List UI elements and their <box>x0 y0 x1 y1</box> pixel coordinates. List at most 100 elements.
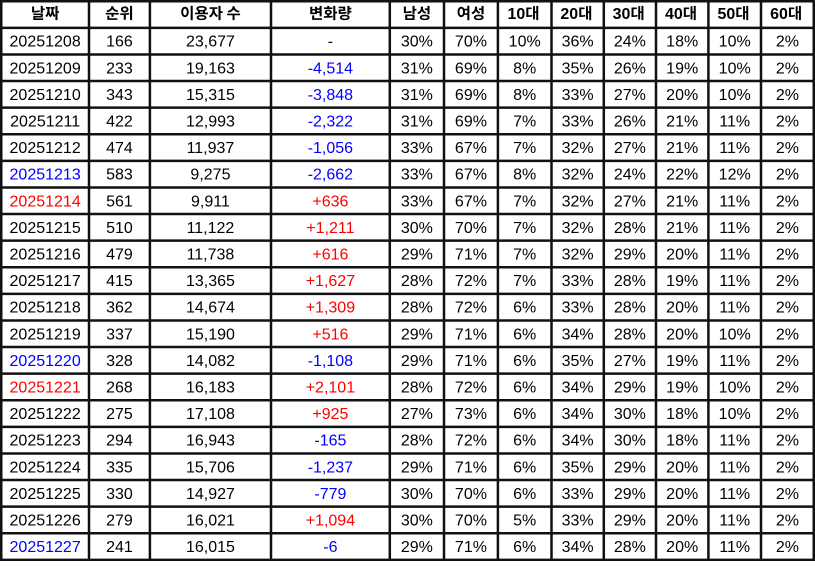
svg-text:20251221: 20251221 <box>10 380 81 397</box>
svg-text:70%: 70% <box>455 513 487 530</box>
svg-text:15,315: 15,315 <box>186 87 235 104</box>
svg-text:29%: 29% <box>614 247 646 264</box>
svg-text:29%: 29% <box>401 247 433 264</box>
svg-text:60: 60 <box>770 6 788 23</box>
svg-text:71%: 71% <box>455 539 487 556</box>
svg-text:20251227: 20251227 <box>10 539 81 556</box>
svg-text:18%: 18% <box>666 406 698 423</box>
svg-text:21%: 21% <box>666 140 698 157</box>
svg-text:6%: 6% <box>513 539 536 556</box>
svg-text:335: 335 <box>106 459 133 476</box>
svg-text:-: - <box>328 34 333 51</box>
svg-text:30%: 30% <box>614 433 646 450</box>
svg-text:71%: 71% <box>455 247 487 264</box>
svg-text:11%: 11% <box>719 300 750 317</box>
svg-text:20251219: 20251219 <box>10 326 81 343</box>
svg-text:29%: 29% <box>614 459 646 476</box>
svg-text:30%: 30% <box>614 406 646 423</box>
svg-text:29%: 29% <box>614 486 646 503</box>
svg-text:241: 241 <box>106 539 133 556</box>
svg-text:70%: 70% <box>455 486 487 503</box>
svg-text:6%: 6% <box>513 353 536 370</box>
svg-text:16,015: 16,015 <box>186 539 235 556</box>
svg-text:9,275: 9,275 <box>190 167 230 184</box>
svg-text:34%: 34% <box>562 406 594 423</box>
svg-text:7%: 7% <box>513 273 536 290</box>
svg-text:+616: +616 <box>312 247 348 264</box>
svg-text:32%: 32% <box>562 220 594 237</box>
svg-text:-2,322: -2,322 <box>308 114 353 131</box>
svg-text:20251215: 20251215 <box>10 220 81 237</box>
svg-text:21%: 21% <box>666 114 698 131</box>
svg-text:20%: 20% <box>666 513 698 530</box>
svg-text:20251211: 20251211 <box>10 114 80 131</box>
svg-text:20251210: 20251210 <box>10 87 81 104</box>
svg-text:510: 510 <box>106 220 133 237</box>
svg-text:2%: 2% <box>776 60 799 77</box>
svg-text:33%: 33% <box>562 87 594 104</box>
svg-text:33%: 33% <box>401 167 433 184</box>
svg-text:8%: 8% <box>513 167 536 184</box>
svg-text:33%: 33% <box>562 513 594 530</box>
svg-text:+1,309: +1,309 <box>306 300 355 317</box>
svg-text:8%: 8% <box>513 60 536 77</box>
svg-text:20%: 20% <box>666 486 698 503</box>
svg-text:6%: 6% <box>513 326 536 343</box>
svg-text:11%: 11% <box>719 353 750 370</box>
svg-text:72%: 72% <box>455 380 487 397</box>
svg-text:29%: 29% <box>401 459 433 476</box>
svg-text:6%: 6% <box>513 300 536 317</box>
svg-text:11%: 11% <box>719 247 750 264</box>
svg-text:20: 20 <box>560 6 578 23</box>
svg-text:70%: 70% <box>455 220 487 237</box>
svg-text:11,937: 11,937 <box>187 140 235 157</box>
svg-text:72%: 72% <box>455 273 487 290</box>
svg-text:422: 422 <box>106 114 133 131</box>
svg-text:7%: 7% <box>513 247 536 264</box>
svg-text:2%: 2% <box>776 247 799 264</box>
svg-text:72%: 72% <box>455 300 487 317</box>
svg-text:70%: 70% <box>455 34 487 51</box>
svg-text:20251214: 20251214 <box>10 193 81 210</box>
svg-text:10%: 10% <box>719 380 751 397</box>
svg-text:5%: 5% <box>513 513 536 530</box>
svg-text:474: 474 <box>106 140 133 157</box>
svg-text:-4,514: -4,514 <box>308 60 353 77</box>
svg-text:2%: 2% <box>776 273 799 290</box>
svg-text:33%: 33% <box>562 486 594 503</box>
svg-text:21%: 21% <box>666 220 698 237</box>
svg-text:2%: 2% <box>776 87 799 104</box>
svg-text:2%: 2% <box>776 34 799 51</box>
svg-text:20%: 20% <box>666 539 698 556</box>
svg-text:19%: 19% <box>666 60 698 77</box>
svg-text:-6: -6 <box>323 539 337 556</box>
svg-text:10%: 10% <box>719 326 751 343</box>
svg-text:12,993: 12,993 <box>186 114 235 131</box>
svg-text:479: 479 <box>106 247 133 264</box>
svg-text:69%: 69% <box>455 114 487 131</box>
svg-text:29%: 29% <box>614 380 646 397</box>
svg-text:31%: 31% <box>401 114 433 131</box>
svg-text:13,365: 13,365 <box>186 273 235 290</box>
svg-text:32%: 32% <box>562 247 594 264</box>
svg-text:7%: 7% <box>513 140 536 157</box>
svg-text:2%: 2% <box>776 380 799 397</box>
svg-text:26%: 26% <box>614 114 646 131</box>
svg-text:+1,211: +1,211 <box>306 220 354 237</box>
svg-text:22%: 22% <box>666 167 698 184</box>
svg-text:+516: +516 <box>312 326 348 343</box>
svg-text:+1,094: +1,094 <box>306 513 355 530</box>
svg-text:31%: 31% <box>401 87 433 104</box>
svg-text:2%: 2% <box>776 300 799 317</box>
svg-text:2%: 2% <box>776 406 799 423</box>
svg-text:33%: 33% <box>401 140 433 157</box>
svg-text:7%: 7% <box>513 220 536 237</box>
svg-text:11%: 11% <box>719 486 750 503</box>
svg-text:20251209: 20251209 <box>10 60 81 77</box>
svg-text:14,082: 14,082 <box>186 353 235 370</box>
svg-text:27%: 27% <box>614 193 646 210</box>
svg-text:11%: 11% <box>719 140 750 157</box>
svg-text:-1,237: -1,237 <box>308 459 353 476</box>
svg-text:9,911: 9,911 <box>191 193 230 210</box>
svg-text:2%: 2% <box>776 539 799 556</box>
